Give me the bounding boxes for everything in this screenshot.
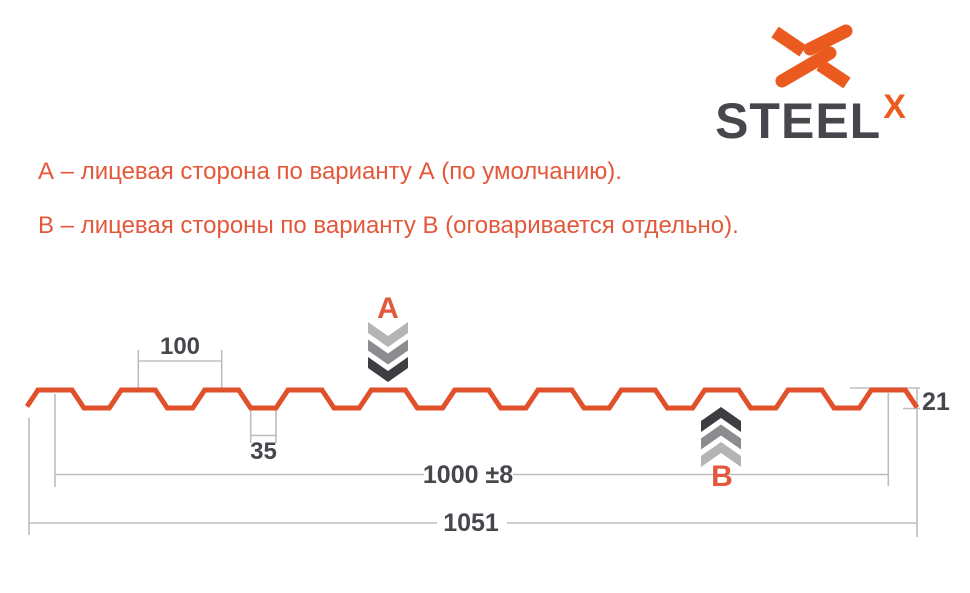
sheet-profile-outline bbox=[24, 387, 920, 411]
logo-arm-bottom-right bbox=[816, 59, 851, 89]
marker-a: А bbox=[368, 292, 408, 382]
chevron-down-icon bbox=[368, 322, 408, 347]
dim-label-cover: 1000 ±8 bbox=[423, 461, 513, 489]
chevron-up-icon bbox=[701, 442, 741, 467]
chevron-up-icon bbox=[701, 424, 741, 450]
note-variant-a: А – лицевая сторона по варианту А (по ум… bbox=[38, 158, 622, 185]
logo-wordmark-sup: X bbox=[883, 88, 907, 126]
steelx-x-icon bbox=[771, 24, 853, 89]
dim-label-pitch: 100 bbox=[160, 333, 200, 360]
dim-lines-overall bbox=[28, 418, 917, 535]
chevron-down-icon bbox=[368, 357, 408, 382]
logo-wordmark: STEELX bbox=[698, 90, 924, 149]
dim-overall-1051: 1051 bbox=[28, 418, 917, 537]
marker-a-letter: А bbox=[377, 292, 399, 325]
dim-bottom-35: 35 bbox=[249, 410, 277, 465]
marker-a-chevrons bbox=[368, 322, 408, 382]
logo-arm-bottom-left bbox=[775, 46, 837, 88]
marker-b-letter: В bbox=[711, 460, 733, 493]
marker-b: В bbox=[701, 407, 741, 493]
note-variant-b: В – лицевая стороны по варианту В (огова… bbox=[38, 212, 739, 239]
logo-arm-top-right bbox=[803, 24, 853, 56]
dim-lines-bottom bbox=[249, 410, 277, 443]
dim-label-bottom: 35 bbox=[250, 438, 277, 465]
logo-arm-top-left bbox=[771, 26, 807, 57]
chevron-up-icon bbox=[701, 407, 741, 432]
dim-lines-cover bbox=[54, 393, 890, 487]
dim-height-21: 21 bbox=[850, 387, 950, 537]
dim-label-height: 21 bbox=[922, 388, 950, 416]
marker-b-chevrons bbox=[701, 407, 741, 467]
dim-label-overall: 1051 bbox=[443, 509, 499, 537]
steelx-logo: STEELX bbox=[698, 22, 924, 146]
dim-pitch-100: 100 bbox=[137, 333, 223, 388]
logo-wordmark-text: STEEL bbox=[715, 93, 882, 149]
dim-cover-1000: 1000 ±8 bbox=[54, 393, 890, 489]
dim-lines-pitch bbox=[137, 350, 223, 388]
chevron-down-icon bbox=[368, 339, 408, 365]
